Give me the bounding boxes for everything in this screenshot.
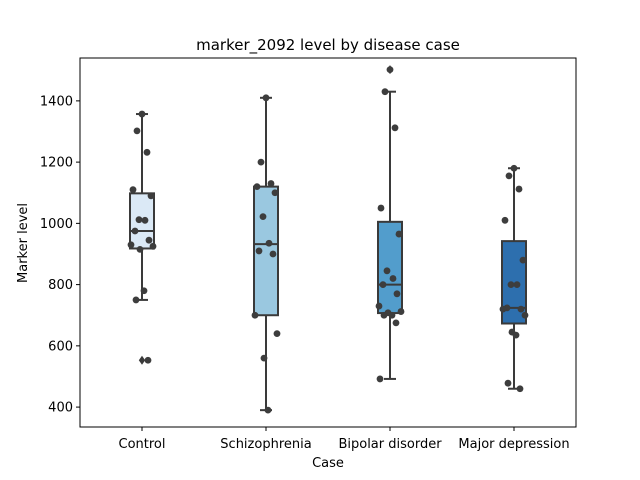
y-tick-label: 1000 [40, 217, 73, 232]
data-point [512, 331, 520, 339]
x-axis-label: Case [312, 456, 344, 471]
data-point [515, 185, 523, 193]
plot-marks [127, 65, 529, 414]
data-point [271, 189, 279, 197]
y-tick-label: 800 [48, 278, 73, 293]
data-point [393, 290, 401, 298]
data-point [507, 281, 515, 289]
data-point [380, 311, 388, 319]
data-point [251, 311, 259, 319]
data-point [255, 247, 263, 255]
data-point [392, 319, 400, 327]
data-point [389, 275, 397, 282]
x-tick-label: Schizophrenia [220, 437, 311, 452]
data-point [143, 148, 151, 156]
data-point [383, 267, 391, 275]
y-axis: 400 600 800 1000 1200 1400 [40, 94, 80, 416]
x-tick-label: Major depression [458, 437, 569, 452]
data-point [379, 281, 387, 289]
data-point [513, 281, 521, 289]
data-point [375, 302, 383, 310]
data-point [395, 230, 403, 238]
data-point [132, 296, 140, 304]
data-point [397, 308, 405, 315]
data-point [259, 213, 267, 221]
data-point [519, 256, 527, 264]
y-tick-label: 400 [48, 401, 73, 416]
data-point [144, 356, 152, 364]
data-point [505, 172, 513, 180]
data-point [504, 379, 512, 387]
data-point [516, 385, 524, 393]
y-axis-label: Marker level [16, 203, 31, 283]
data-point [273, 330, 281, 338]
data-point [499, 305, 507, 313]
data-point [264, 406, 272, 414]
data-point [386, 66, 394, 74]
data-point [517, 305, 525, 313]
chart-title: marker_2092 level by disease case [196, 36, 460, 55]
data-point [145, 236, 153, 244]
data-point [129, 186, 137, 194]
y-tick-label: 1200 [40, 156, 73, 171]
data-point [521, 311, 529, 319]
data-point [265, 239, 273, 247]
data-point [253, 183, 261, 191]
data-point [501, 216, 509, 224]
data-point [257, 158, 265, 166]
x-tick-label: Control [119, 437, 166, 452]
data-point [262, 94, 270, 102]
data-point [140, 287, 148, 295]
data-point [135, 216, 143, 224]
y-tick-label: 600 [48, 339, 73, 354]
data-point [260, 354, 268, 362]
data-point [376, 375, 384, 383]
x-axis: Control Schizophrenia Bipolar disorder Majo… [119, 427, 570, 452]
data-point [147, 192, 155, 200]
y-tick-label: 1400 [40, 94, 73, 109]
data-point [131, 227, 139, 235]
data-point [136, 245, 144, 253]
data-point [149, 242, 157, 250]
data-point [381, 88, 389, 96]
data-point [267, 180, 275, 187]
data-point [141, 216, 149, 224]
plot-frame [79, 57, 577, 428]
data-point [388, 311, 396, 319]
data-point [391, 124, 399, 132]
data-point [269, 250, 277, 258]
data-point [127, 241, 135, 249]
data-point [138, 110, 146, 118]
x-tick-label: Bipolar disorder [338, 437, 442, 452]
data-point [133, 127, 141, 135]
data-point [510, 164, 518, 172]
outlier-marker [138, 355, 146, 365]
data-point [377, 204, 385, 212]
